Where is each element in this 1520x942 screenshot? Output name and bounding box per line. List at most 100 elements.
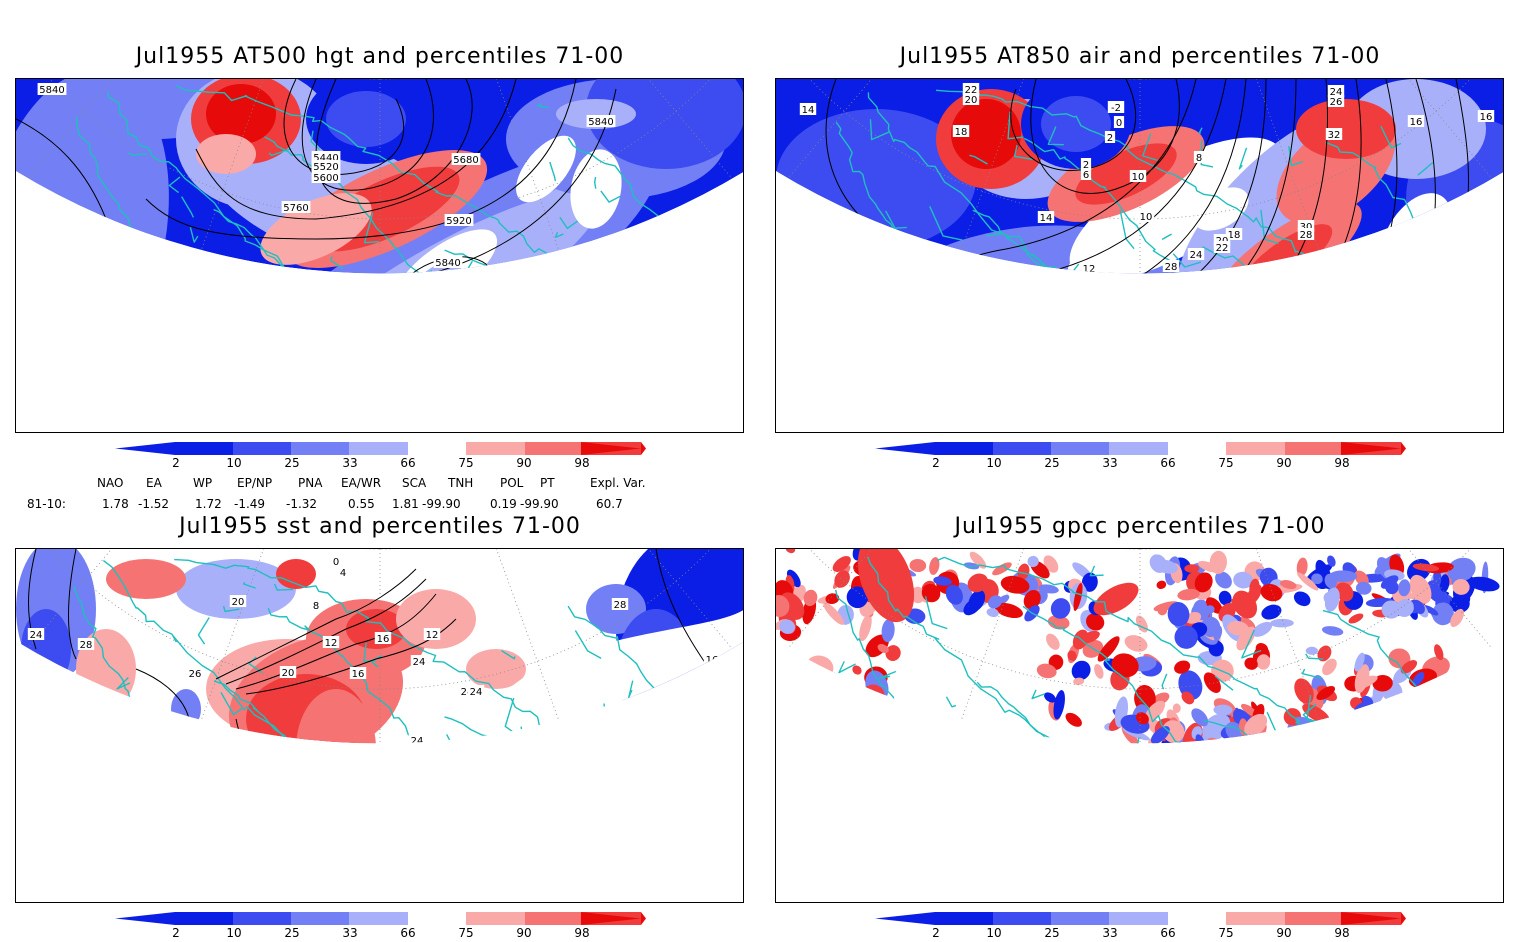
precip-cell	[1381, 600, 1401, 619]
precip-cell	[1331, 802, 1366, 838]
colorbar-tick-label: 75	[1218, 926, 1233, 940]
coastline	[1117, 376, 1235, 426]
contour-label: 16	[706, 655, 719, 666]
precip-cell	[1224, 756, 1245, 779]
precip-cell	[1432, 602, 1454, 626]
precip-cell	[1073, 582, 1083, 611]
border-line	[639, 793, 655, 805]
border-line	[121, 350, 137, 379]
precip-cell	[1260, 584, 1283, 602]
precip-cell	[1182, 774, 1207, 800]
coastline	[457, 311, 617, 392]
precip-cell	[1174, 660, 1191, 674]
anomaly-shade	[276, 559, 316, 589]
border-line	[627, 680, 634, 699]
precip-cell	[1310, 759, 1341, 791]
index-header: SCA	[402, 476, 427, 490]
precip-cell	[846, 586, 869, 609]
border-line	[1176, 275, 1193, 301]
colorbar-tick-label: 2	[172, 456, 180, 470]
precip-cell	[1247, 741, 1277, 744]
colorbar-segment	[1285, 912, 1343, 925]
precip-cell	[1065, 712, 1082, 727]
contour-line	[225, 578, 427, 685]
precip-cell	[1087, 801, 1115, 829]
colorbar-tick-label: 2	[932, 456, 940, 470]
precip-cell	[1254, 797, 1287, 823]
precip-cell	[1148, 806, 1162, 824]
precip-cell	[988, 595, 1003, 609]
precip-cell	[885, 645, 901, 662]
border-line	[206, 336, 215, 343]
contour-label-box	[1477, 110, 1495, 122]
border-line	[1200, 140, 1214, 168]
precip-cell	[1233, 571, 1253, 589]
border-line	[501, 650, 516, 660]
precip-cell	[1198, 779, 1224, 796]
coastline	[1022, 605, 1297, 744]
contour-label: 10	[1140, 212, 1153, 223]
precip-cell	[1167, 602, 1190, 627]
contour-label-box	[1080, 262, 1098, 274]
precip-cell	[1354, 664, 1370, 694]
border-line	[520, 726, 527, 744]
border-line	[246, 351, 255, 381]
contour-label: 22	[1216, 243, 1229, 254]
contour-label-box	[1161, 341, 1177, 353]
precip-cell	[1128, 744, 1147, 768]
border-line	[220, 692, 242, 716]
colorbar-segment	[935, 912, 993, 925]
contour-label: 28	[1165, 262, 1178, 273]
border-line	[169, 825, 178, 839]
precip-cell	[1150, 726, 1170, 744]
precip-cell	[1244, 657, 1258, 670]
border-line	[152, 827, 174, 852]
precip-cell	[910, 586, 925, 604]
precip-cell	[1455, 591, 1471, 607]
precip-cell	[1214, 774, 1228, 790]
colorbar-arrow-high	[641, 442, 646, 455]
colorbar-segment	[1109, 912, 1168, 925]
precip-cell	[1124, 749, 1137, 765]
precip-cell	[1214, 760, 1249, 796]
precip-cell	[785, 549, 796, 554]
border-line	[347, 775, 361, 799]
contour-line	[1071, 79, 1267, 274]
contour-label-box	[1357, 241, 1375, 253]
coastline	[102, 560, 378, 744]
border-line	[1264, 763, 1276, 779]
border-line	[643, 734, 657, 744]
border-line	[128, 152, 147, 156]
precip-cell	[1447, 557, 1476, 582]
graticule	[776, 549, 1503, 744]
precip-cell	[882, 715, 896, 730]
precip-cell	[1173, 821, 1188, 850]
colorbar-tick-label: 90	[516, 926, 531, 940]
precip-cell	[881, 619, 895, 643]
index-value: 0.55	[348, 497, 375, 511]
precip-cell	[1280, 800, 1299, 819]
precip-cell	[1303, 809, 1323, 830]
precip-cell	[1347, 736, 1370, 744]
precip-cell	[780, 694, 808, 722]
colorbar-arrow-low	[115, 912, 175, 925]
precip-cell	[792, 713, 815, 738]
index-header: POL	[500, 476, 524, 490]
precip-cell	[1262, 764, 1295, 800]
contour-label: 24	[1190, 250, 1203, 261]
colorbar-tick-label: 66	[400, 456, 415, 470]
precip-cell	[1275, 798, 1294, 829]
contour-label-box	[1409, 245, 1427, 257]
colorbar-tick-label: 10	[986, 926, 1001, 940]
contour-label: 22	[1360, 255, 1373, 266]
colorbar-tick-label: 33	[1102, 926, 1117, 940]
colorbar-sst: 2 10 25 33 66 75 90 98	[115, 912, 646, 940]
contour-label-box	[1113, 116, 1125, 128]
contour-label-box	[451, 153, 481, 165]
border-line	[1007, 803, 1033, 838]
coastline	[1213, 777, 1375, 859]
precip-cell	[1156, 580, 1167, 590]
precip-cell	[1280, 773, 1302, 790]
contour-label: 12	[426, 630, 439, 641]
map-panel-sst: 24 28 20 0 4 8 12 16 20 16 24 24 24 24 28 26 28 24 28 16 12	[15, 548, 744, 903]
